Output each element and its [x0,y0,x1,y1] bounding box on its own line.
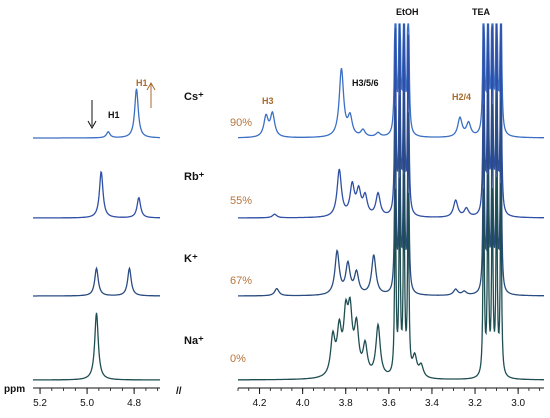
series-name-2: K⁺ [184,253,198,265]
peak-annotation-2: H3 [262,96,274,106]
peak-annotation-4: H2/4 [452,92,471,102]
tick-label-left-1: 5.0 [80,398,94,409]
spectra-layer [33,23,544,381]
tick-label-right-0: 4.2 [253,398,267,409]
tick-label-right-2: 3.8 [339,398,353,409]
series-percent-2: 67% [230,275,252,287]
spectrum-left-2 [33,266,160,297]
series-percent-3: 0% [230,353,246,365]
peak-annotation-0: H1 [108,110,120,120]
peak-annotation-1: H1 [136,78,148,88]
tick-label-left-0: 5.2 [33,398,47,409]
peak-annotation-6: TEA [472,7,491,17]
spectrum-left-1 [33,170,160,219]
peak-annotation-5: EtOH [396,7,419,17]
spectrum-right-1 [238,23,544,219]
series-name-0: Cs⁺ [184,91,204,103]
spectrum-left-0 [33,88,160,139]
spectrum-right-3 [238,174,544,381]
tick-label-right-3: 3.6 [382,398,396,409]
series-name-1: Rb⁺ [184,171,205,183]
axes-layer: 5.2 5.0 4.8 4.2 4.0 3.8 3.6 3.4 3.2 3.0 ppm // [4,384,544,409]
tick-label-left-2: 4.8 [127,398,141,409]
tick-label-right-6: 3.0 [511,398,525,409]
series-percent-0: 90% [230,117,252,129]
up-arrow-head [146,81,156,91]
spectrum-right-0 [238,23,544,139]
spectrum-left-3 [33,312,160,381]
down-arrow-head [87,120,97,130]
series-name-3: Na⁺ [184,335,204,347]
tick-label-right-1: 4.0 [296,398,310,409]
spectrum-right-2 [238,90,544,297]
peak-annotation-3: H3/5/6 [352,78,379,88]
labels-layer: Cs⁺ 90% Rb⁺ 55% K⁺ 67% Na⁺ 0% H1 H1 H3 H3/5/6 H2/4 Et… [87,7,491,365]
tick-label-right-4: 3.4 [425,398,439,409]
x-axis-title: ppm [4,384,25,395]
series-percent-1: 55% [230,195,252,207]
tick-label-right-5: 3.2 [468,398,482,409]
axis-break-mark: // [176,386,182,397]
